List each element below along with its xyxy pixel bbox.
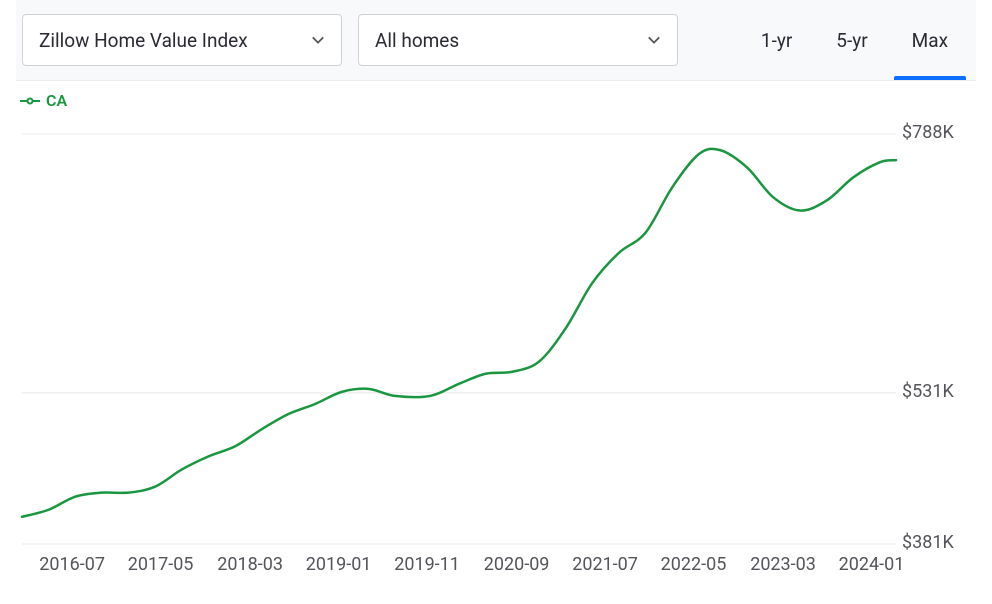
tab-5yr[interactable]: 5-yr (814, 14, 889, 66)
x-axis-tick-label: 2016-07 (39, 554, 105, 575)
controls-bar: Zillow Home Value Index All homes 1-yr 5… (16, 0, 976, 81)
x-axis-tick-label: 2024-01 (839, 554, 905, 575)
x-axis-tick-label: 2018-03 (217, 554, 283, 575)
chart-widget: Zillow Home Value Index All homes 1-yr 5… (0, 0, 992, 584)
chart-area: $788K $531K $381K 2016-07 2017-05 2018-03 2019… (16, 114, 976, 584)
tab-label: 1-yr (761, 29, 792, 52)
type-select[interactable]: All homes (358, 14, 678, 66)
legend-marker-icon (20, 95, 40, 107)
legend-series-label: CA (46, 91, 67, 110)
chevron-down-icon (647, 33, 661, 47)
line-chart (16, 114, 976, 584)
tab-max[interactable]: Max (890, 14, 970, 66)
x-axis-tick-label: 2019-01 (306, 554, 372, 575)
range-tabs: 1-yr 5-yr Max (739, 14, 970, 66)
x-axis-tick-label: 2019-11 (394, 554, 460, 575)
tab-label: Max (912, 29, 948, 52)
x-axis-tick-label: 2020-09 (484, 554, 550, 575)
x-axis-tick-label: 2017-05 (128, 554, 194, 575)
x-axis-tick-label: 2023-03 (750, 554, 816, 575)
y-axis-tick-label: $788K (902, 122, 954, 143)
type-select-label: All homes (375, 29, 459, 52)
metric-select-label: Zillow Home Value Index (39, 29, 248, 52)
y-axis-tick-label: $531K (902, 381, 954, 402)
y-axis-tick-label: $381K (902, 532, 954, 553)
tab-label: 5-yr (836, 29, 867, 52)
series-line (22, 149, 896, 517)
x-axis-tick-label: 2022-05 (661, 554, 727, 575)
tab-1yr[interactable]: 1-yr (739, 14, 814, 66)
x-axis-tick-label: 2021-07 (572, 554, 638, 575)
metric-select[interactable]: Zillow Home Value Index (22, 14, 342, 66)
chart-legend: CA (16, 81, 976, 114)
chevron-down-icon (311, 33, 325, 47)
